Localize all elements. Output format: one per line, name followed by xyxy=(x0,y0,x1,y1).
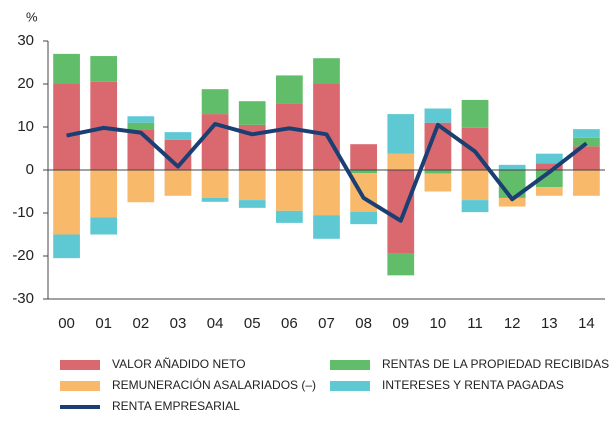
bar xyxy=(275,75,303,104)
x-tick-label: 02 xyxy=(132,315,149,332)
bar xyxy=(275,210,303,223)
bar xyxy=(461,200,489,213)
y-tick-label: 20 xyxy=(17,75,34,92)
x-tick-label: 01 xyxy=(95,315,112,332)
bar xyxy=(573,170,600,196)
bar xyxy=(461,99,489,128)
bar xyxy=(238,200,266,208)
bar xyxy=(387,153,415,170)
legend-swatch xyxy=(60,360,100,370)
bar xyxy=(535,153,563,164)
bar xyxy=(313,215,340,239)
bar xyxy=(90,56,118,82)
y-tick-label: -20 xyxy=(12,247,34,264)
bar xyxy=(461,170,489,201)
bar xyxy=(387,170,415,254)
bar xyxy=(573,146,600,170)
x-tick-label: 10 xyxy=(430,315,447,332)
line xyxy=(66,121,588,223)
x-tick-label: 05 xyxy=(244,315,261,332)
x-tick-label: 08 xyxy=(355,315,372,332)
bar xyxy=(535,187,563,196)
bar xyxy=(53,84,80,170)
x-tick-label: 13 xyxy=(541,315,558,332)
bar xyxy=(164,132,192,140)
bar xyxy=(313,84,340,170)
y-tick-label: 30 xyxy=(17,32,34,49)
bar xyxy=(127,170,155,203)
bar xyxy=(424,170,452,174)
x-tick-label: 06 xyxy=(281,315,298,332)
bar xyxy=(127,116,155,123)
bar xyxy=(127,129,155,170)
bar xyxy=(90,170,118,218)
bar xyxy=(350,170,378,174)
y-tick-label: 10 xyxy=(17,118,34,135)
bar xyxy=(201,197,229,202)
bar xyxy=(238,170,266,201)
bar xyxy=(90,217,118,235)
bar xyxy=(201,170,229,198)
x-tick-label: 11 xyxy=(467,315,483,332)
bar xyxy=(573,137,600,147)
x-tick-label: 00 xyxy=(58,315,75,332)
bar xyxy=(53,53,80,84)
y-axis-label: % xyxy=(26,9,38,24)
x-tick-label: 12 xyxy=(504,315,521,332)
bar xyxy=(387,253,415,276)
x-tick-label: 09 xyxy=(392,315,409,332)
legend-label: REMUNERACIÓN ASALARIADOS (–) xyxy=(112,377,316,392)
bar xyxy=(350,211,378,225)
bar xyxy=(387,114,415,154)
legend-swatch xyxy=(60,381,100,391)
x-tick-label: 04 xyxy=(207,315,224,332)
bar xyxy=(238,101,266,125)
bar xyxy=(313,58,340,84)
bar xyxy=(275,103,303,170)
legend-label: RENTAS DE LA PROPIEDAD RECIBIDAS xyxy=(382,357,609,371)
bar xyxy=(424,108,452,123)
bar xyxy=(350,144,378,170)
y-tick-label: 0 xyxy=(26,161,34,178)
bar xyxy=(201,89,229,115)
bar xyxy=(313,170,340,216)
bar xyxy=(53,234,80,259)
bar xyxy=(53,170,80,235)
legend-label: RENTA EMPRESARIAL xyxy=(112,399,240,413)
bar xyxy=(164,170,192,196)
y-tick-label: -30 xyxy=(12,290,34,307)
bar xyxy=(498,164,526,170)
bar xyxy=(498,197,526,207)
legend-swatch xyxy=(330,381,370,391)
x-tick-label: 07 xyxy=(318,315,335,332)
x-tick-label: 14 xyxy=(578,315,595,332)
legend-label: VALOR AÑADIDO NETO xyxy=(112,357,246,371)
bar xyxy=(535,170,563,188)
bar xyxy=(127,122,155,130)
bar xyxy=(275,170,303,211)
bar xyxy=(573,129,600,138)
legend-label: INTERESES Y RENTA PAGADAS xyxy=(382,378,564,392)
y-tick-label: -10 xyxy=(12,204,34,221)
x-tick-label: 03 xyxy=(170,315,187,332)
bar xyxy=(535,163,563,170)
bar xyxy=(424,173,452,192)
legend-swatch xyxy=(330,360,370,370)
